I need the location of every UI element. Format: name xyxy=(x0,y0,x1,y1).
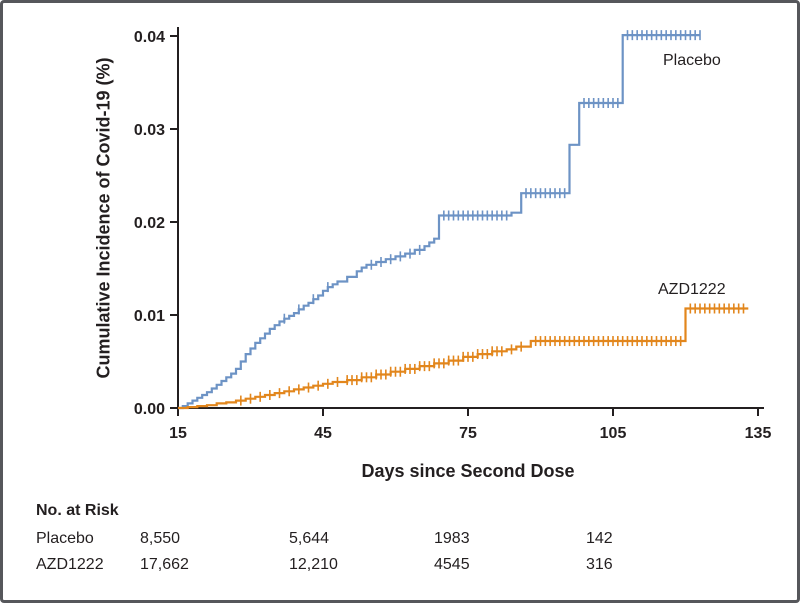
azd1222-curve xyxy=(178,307,749,410)
risk-value: 17,662 xyxy=(140,556,189,573)
risk-value: 1983 xyxy=(434,530,470,547)
risk-value: 4545 xyxy=(434,556,470,573)
risk-row-label-azd1222: AZD1222 xyxy=(36,556,104,573)
x-tick-label: 45 xyxy=(314,425,332,442)
x-axis-title: Days since Second Dose xyxy=(361,461,575,481)
risk-value: 8,550 xyxy=(140,530,181,547)
risk-value: 142 xyxy=(586,530,613,547)
x-tick-label: 75 xyxy=(459,425,477,442)
y-tick-label: 0.02 xyxy=(134,215,165,232)
x-tick-label: 135 xyxy=(745,425,772,442)
x-tick-label: 15 xyxy=(169,425,187,442)
y-tick-label: 0.04 xyxy=(134,29,165,46)
series-label-placebo: Placebo xyxy=(663,52,721,69)
risk-value: 5,644 xyxy=(289,530,330,547)
risk-value: 316 xyxy=(586,556,613,573)
series-label-azd1222: AZD1222 xyxy=(658,281,726,298)
x-tick-label: 105 xyxy=(600,425,627,442)
km-plot: 15 45 75 105 135 0.00 0.01 0.02 0.03 0.04 Placebo A… xyxy=(134,27,772,442)
y-tick-label: 0.00 xyxy=(134,401,165,418)
placebo-curve xyxy=(178,34,700,410)
risk-row-label-placebo: Placebo xyxy=(36,530,94,547)
risk-table-title: No. at Risk xyxy=(36,502,119,519)
risk-value: 12,210 xyxy=(289,556,338,573)
y-tick-label: 0.03 xyxy=(134,122,165,139)
y-tick-label: 0.01 xyxy=(134,308,165,325)
